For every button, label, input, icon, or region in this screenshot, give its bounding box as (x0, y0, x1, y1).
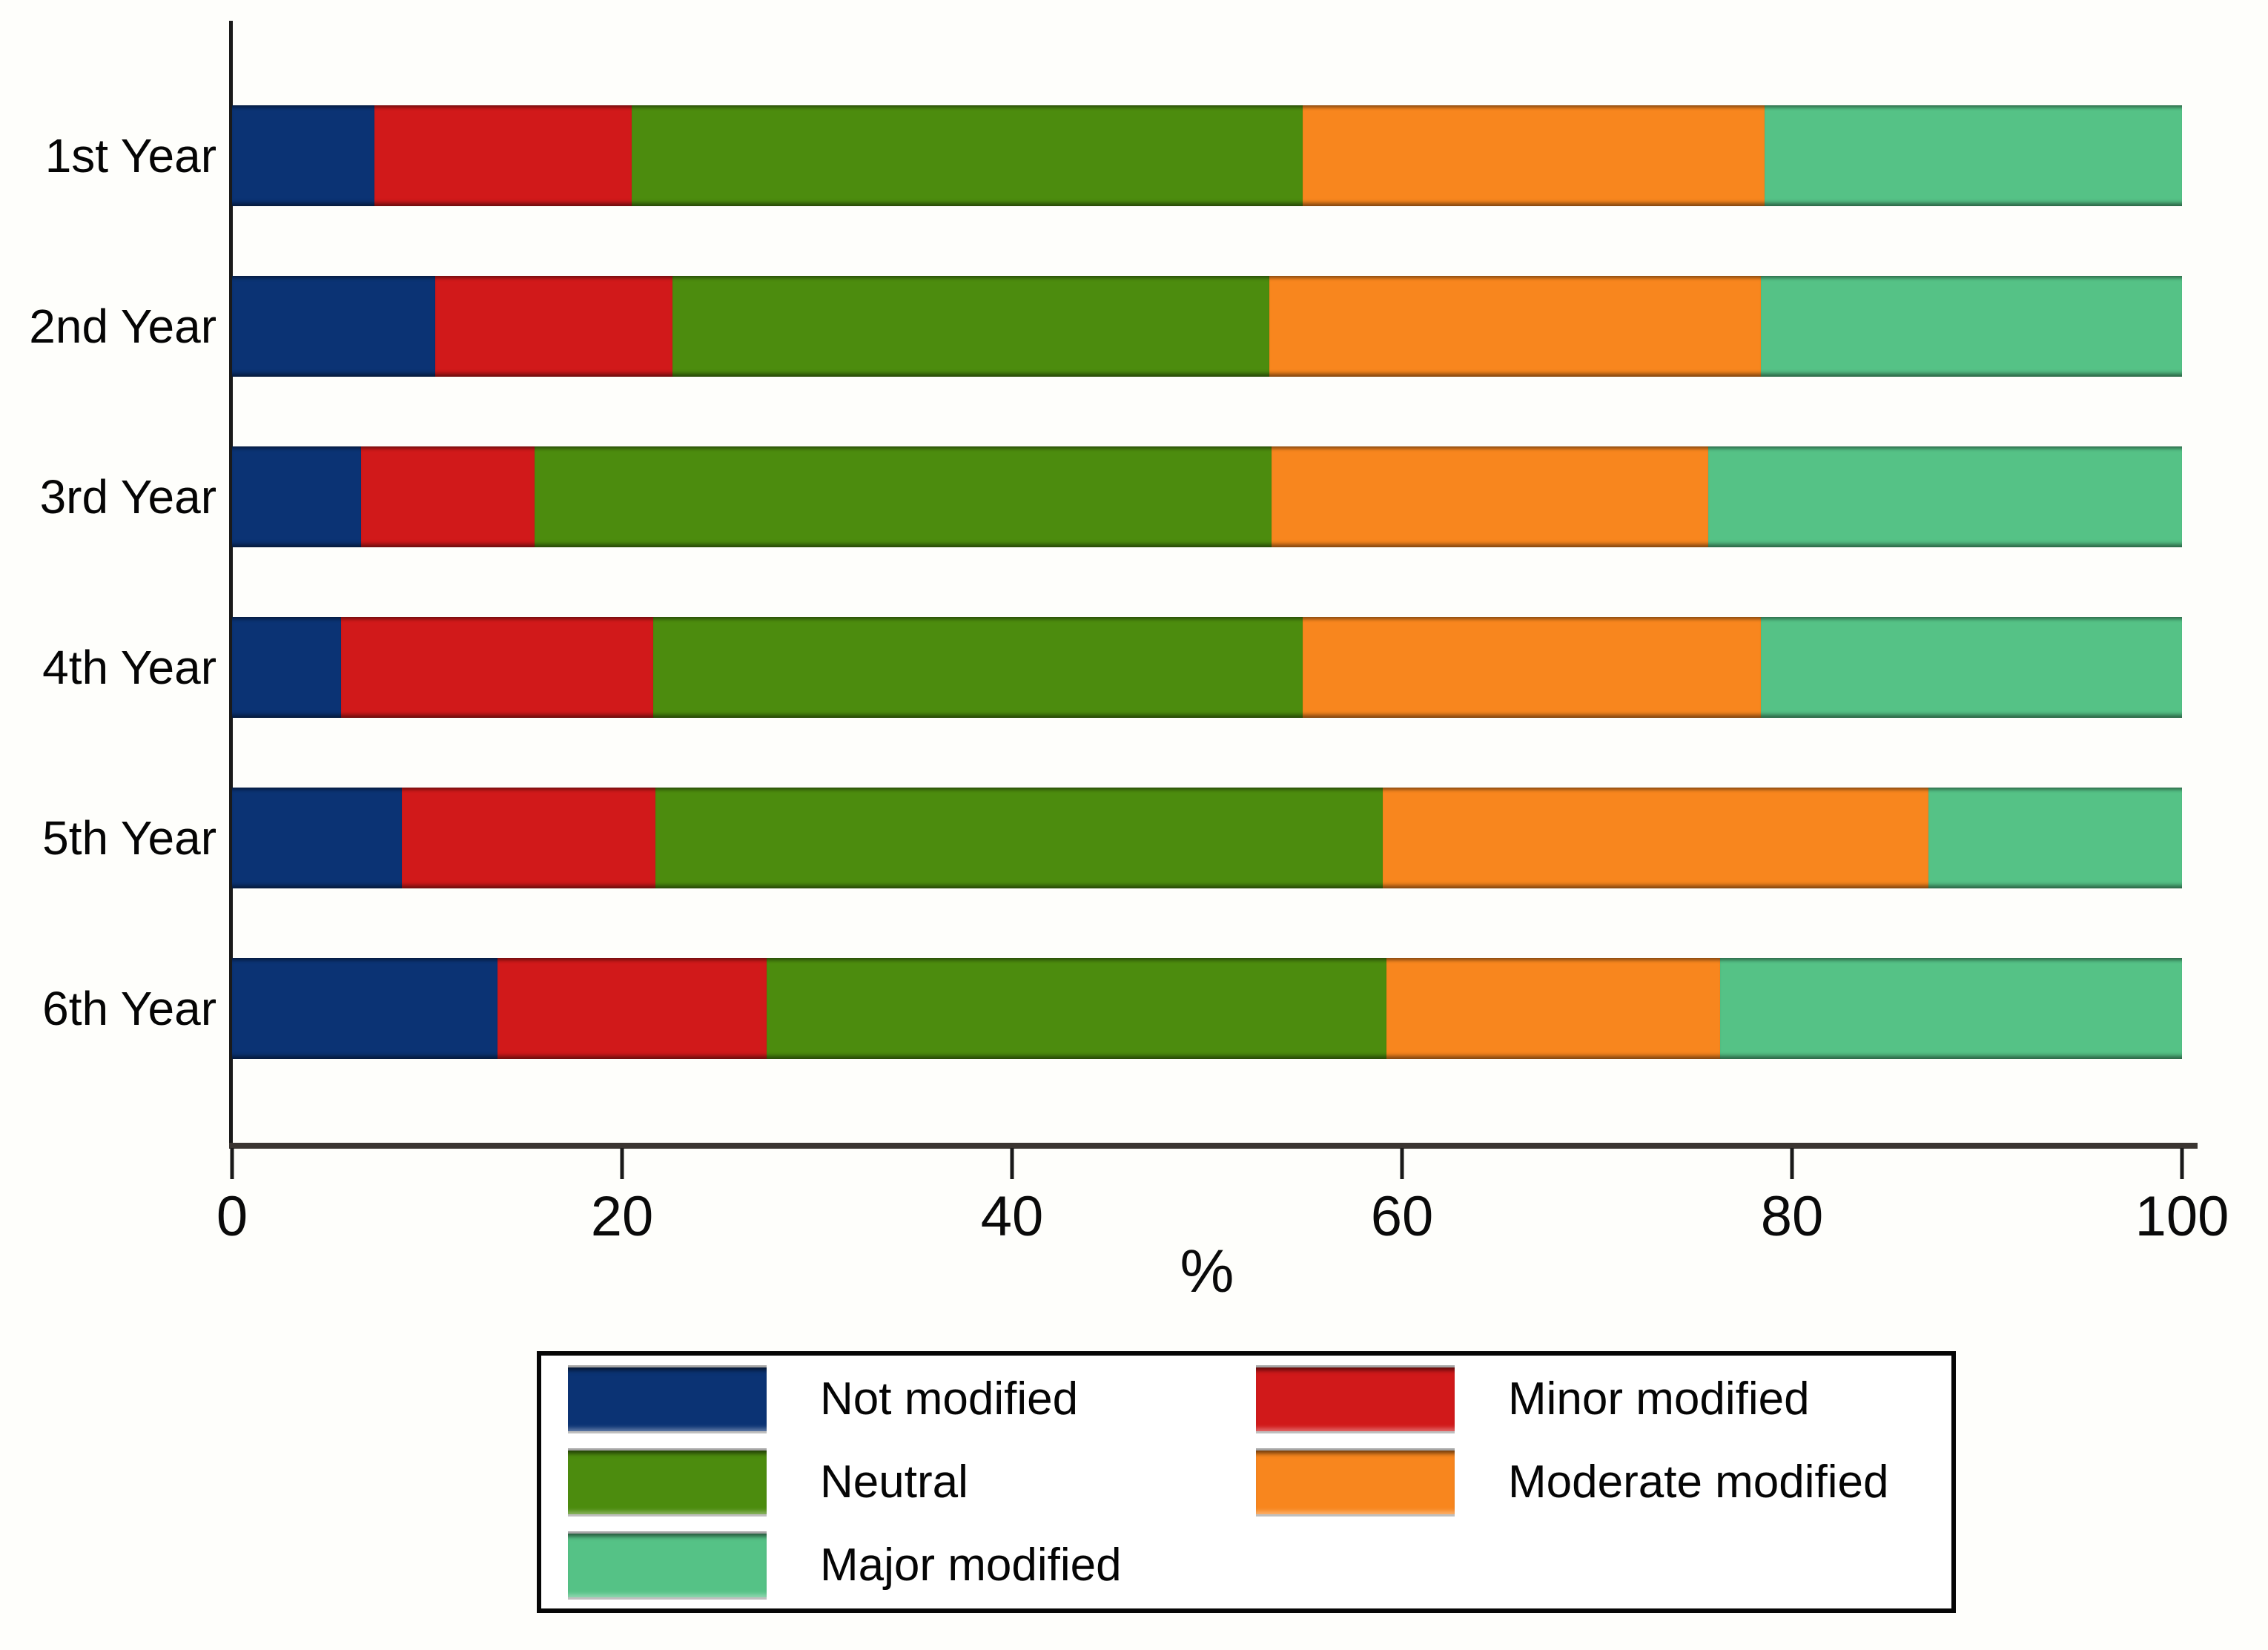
category-label-1st-year: 1st Year (44, 129, 216, 182)
x-tick-mark-20 (620, 1148, 624, 1179)
bar-segment-major-modified (1928, 788, 2182, 888)
bar-segment-not-modified (232, 105, 374, 206)
x-tick-label-100: 100 (2135, 1185, 2229, 1248)
x-axis-line (229, 1143, 2198, 1149)
bar-segment-moderate-modified (1271, 446, 1708, 547)
bar-segment-neutral (653, 617, 1303, 718)
bar-segment-minor-modified (360, 446, 535, 547)
stacked-bar-1st-year (232, 105, 2182, 206)
x-tick-label-0: 0 (216, 1185, 248, 1248)
bar-segment-moderate-modified (1269, 276, 1761, 377)
x-tick-label-40: 40 (980, 1185, 1044, 1248)
bar-segment-neutral (632, 105, 1303, 206)
bar-segment-not-modified (232, 788, 402, 888)
stacked-bar-3rd-year (232, 446, 2182, 547)
bar-segment-not-modified (232, 446, 361, 547)
legend-swatch-minor-modified (1256, 1367, 1455, 1431)
stacked-bar-5th-year (232, 788, 2182, 888)
legend-item-neutral: Neutral (568, 1450, 1256, 1514)
x-tick-mark-40 (1010, 1148, 1014, 1179)
legend-label-not-modified: Not modified (820, 1373, 1079, 1425)
stacked-bar-2nd-year (232, 276, 2182, 377)
legend-swatch-neutral (568, 1450, 767, 1514)
legend-label-neutral: Neutral (820, 1456, 968, 1508)
stacked-bar-6th-year (232, 958, 2182, 1059)
bar-segment-major-modified (1765, 105, 2182, 206)
bar-segment-neutral (655, 788, 1383, 888)
bar-segment-major-modified (1719, 958, 2182, 1059)
category-label-6th-year: 6th Year (42, 982, 216, 1035)
bar-segment-major-modified (1707, 446, 2182, 547)
category-label-2nd-year: 2nd Year (29, 300, 216, 353)
bar-segment-not-modified (232, 276, 435, 377)
x-tick-mark-60 (1400, 1148, 1404, 1179)
bar-segment-neutral (766, 958, 1386, 1059)
bar-segment-not-modified (232, 617, 342, 718)
x-tick-label-20: 20 (590, 1185, 654, 1248)
x-tick-mark-100 (2180, 1148, 2184, 1179)
bar-segment-minor-modified (374, 105, 632, 206)
legend-swatch-not-modified (568, 1367, 767, 1431)
category-label-5th-year: 5th Year (42, 811, 216, 865)
legend-box: Not modified Minor modified Neutral Moderat… (537, 1351, 1956, 1613)
legend-item-not-modified: Not modified (568, 1367, 1256, 1431)
bar-segment-moderate-modified (1382, 788, 1929, 888)
x-tick-mark-80 (1790, 1148, 1794, 1179)
bar-segment-minor-modified (341, 617, 654, 718)
x-tick-label-80: 80 (1760, 1185, 1824, 1248)
bar-segment-minor-modified (434, 276, 673, 377)
x-axis-title: % (1180, 1238, 1234, 1305)
bar-segment-neutral (672, 276, 1270, 377)
legend-label-major-modified: Major modified (820, 1540, 1122, 1591)
stacked-bar-4th-year (232, 617, 2182, 718)
bar-segment-minor-modified (401, 788, 655, 888)
bar-segment-neutral (534, 446, 1272, 547)
x-tick-label-60: 60 (1370, 1185, 1434, 1248)
legend-item-minor-modified: Minor modified (1256, 1367, 1944, 1431)
x-tick-mark-0 (230, 1148, 234, 1179)
legend-label-moderate-modified: Moderate modified (1508, 1456, 1889, 1508)
legend-swatch-moderate-modified (1256, 1450, 1455, 1514)
bar-segment-moderate-modified (1302, 617, 1761, 718)
bar-segment-moderate-modified (1302, 105, 1765, 206)
legend-item-moderate-modified: Moderate modified (1256, 1450, 1944, 1514)
legend-item-major-modified: Major modified (568, 1533, 1256, 1597)
category-label-3rd-year: 3rd Year (39, 470, 216, 524)
legend-label-minor-modified: Minor modified (1508, 1373, 1810, 1425)
bar-segment-moderate-modified (1386, 958, 1720, 1059)
bar-segment-major-modified (1760, 617, 2182, 718)
bar-segment-minor-modified (497, 958, 767, 1059)
category-label-4th-year: 4th Year (42, 641, 216, 694)
bar-segment-not-modified (232, 958, 497, 1059)
legend-swatch-major-modified (568, 1533, 767, 1597)
y-axis-line (229, 21, 233, 1149)
bar-segment-major-modified (1760, 276, 2182, 377)
